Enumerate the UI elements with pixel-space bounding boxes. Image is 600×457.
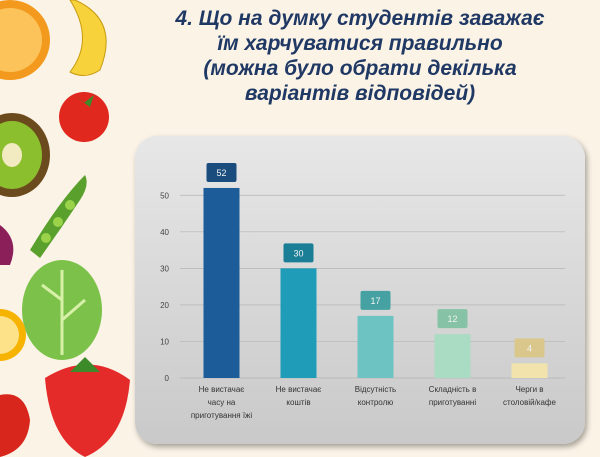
chart-card: 0 10 20 30 40 50 52 30 17 12 4 Не вистачає часу на…	[135, 136, 585, 444]
bar	[357, 315, 394, 378]
bar	[511, 363, 548, 378]
value-label: 30	[293, 248, 303, 258]
value-label-box	[514, 338, 545, 358]
x-tick-label: Не вистачає коштів	[275, 385, 322, 407]
bar	[203, 187, 240, 378]
x-tick-label: Відсутність контролю	[354, 385, 397, 407]
value-label: 52	[216, 168, 226, 178]
y-tick-label: 0	[165, 374, 170, 383]
y-tick-label: 40	[160, 228, 169, 237]
title-line: варіантів відповідей)	[244, 82, 476, 105]
fruit-decoration	[0, 0, 130, 457]
value-label-box	[437, 309, 468, 329]
y-tick-label: 30	[160, 264, 169, 273]
x-tick-label: Складність в приготуванні	[428, 385, 477, 407]
y-tick-label: 50	[160, 191, 169, 200]
bar	[434, 334, 471, 378]
title-line: 4. Що на думку студентів заважає	[175, 7, 545, 30]
y-tick-label: 20	[160, 301, 169, 310]
title-line: (можна було обрати декілька	[203, 57, 517, 80]
bar	[280, 268, 317, 378]
title-line: їм харчуватися правильно	[217, 32, 503, 55]
slide-title: 4. Що на думку студентів заважає їм харчу…	[130, 6, 590, 106]
y-tick-label: 10	[160, 337, 169, 346]
x-tick-label: Черги в столовій/кафе	[503, 385, 556, 407]
x-tick-label: Не вистачає часу на приготування їжі	[190, 385, 253, 420]
value-label: 4	[527, 343, 532, 353]
value-label: 17	[370, 296, 380, 306]
value-label-box	[360, 290, 391, 310]
value-label-box	[283, 243, 314, 263]
value-label: 12	[447, 314, 457, 324]
value-label-box	[206, 162, 237, 182]
chart: 0 10 20 30 40 50 52 30 17 12 4	[160, 162, 565, 383]
